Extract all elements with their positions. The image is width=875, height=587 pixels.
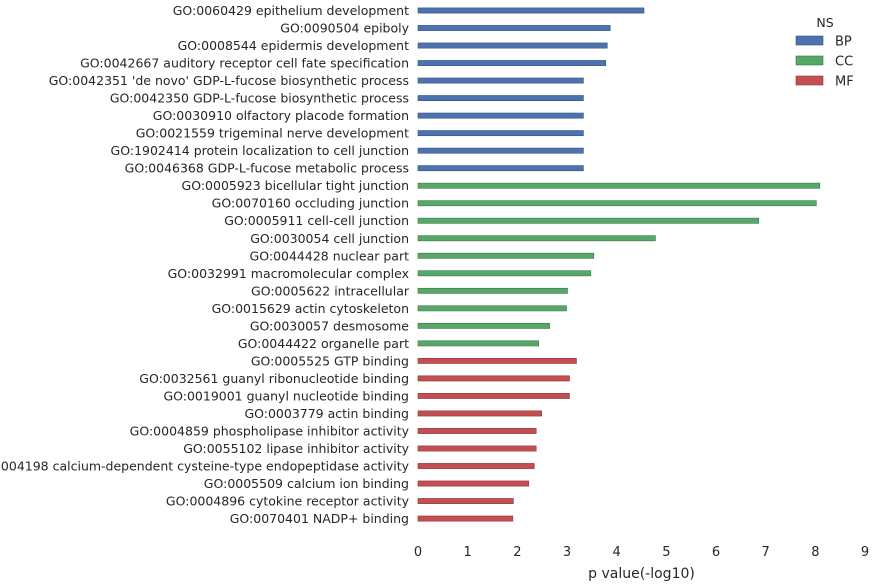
x-tick-label: 9 — [861, 545, 869, 560]
bar-mf — [417, 515, 514, 522]
legend-label-cc: CC — [835, 55, 853, 70]
bar-mf — [417, 410, 542, 417]
term-label: GO:0030054 cell junction — [250, 231, 409, 246]
x-tick-label: 4 — [613, 545, 621, 560]
term-label: GO:0044428 nuclear part — [250, 248, 410, 263]
bar-mf — [417, 463, 535, 469]
legend: NS BP CC MF — [795, 15, 854, 90]
bar-cc — [417, 305, 567, 312]
term-label: GO:0060429 epithelium development — [173, 3, 409, 18]
bar-bp — [417, 165, 584, 172]
bar-mf — [417, 393, 570, 399]
bar-mf — [417, 480, 530, 487]
bar-bp — [417, 147, 584, 154]
term-label: GO:0019001 guanyl nucleotide binding — [163, 388, 409, 403]
bar-mf — [417, 498, 514, 504]
term-label: GO:0005911 cell-cell junction — [224, 213, 409, 228]
legend-label-bp: BP — [835, 35, 852, 50]
legend-swatch-bp — [795, 35, 824, 46]
x-tick-label: 1 — [464, 545, 472, 560]
bar-cc — [417, 200, 817, 207]
x-axis-title: p value(-log10) — [588, 566, 695, 582]
x-tick-label: 6 — [712, 545, 720, 560]
x-tick-label: 7 — [762, 545, 770, 560]
bar-bp — [417, 7, 645, 14]
bars-layer — [417, 7, 821, 522]
x-tick-label: 3 — [563, 545, 571, 560]
legend-swatch-cc — [795, 55, 824, 66]
term-label: GO:1902414 protein localization to cell … — [111, 143, 409, 158]
term-label: GO:0005509 calcium ion binding — [204, 476, 409, 491]
term-label: GO:0042351 'de novo' GDP-L-fucose biosyn… — [49, 73, 409, 88]
bar-bp — [417, 60, 607, 66]
term-label: GO:0090504 epiboly — [280, 21, 409, 36]
bar-bp — [417, 130, 584, 137]
term-label: GO:0004198 calcium-dependent cysteine-ty… — [0, 459, 410, 474]
x-tick-label: 8 — [811, 545, 819, 560]
term-label: GO:0030910 olfactory placode formation — [153, 108, 409, 123]
bar-bp — [417, 112, 584, 119]
bar-cc — [417, 287, 568, 294]
bar-bp — [417, 25, 611, 31]
term-label: GO:0055102 lipase inhibitor activity — [183, 441, 409, 456]
bar-cc — [417, 235, 656, 242]
bar-cc — [417, 340, 539, 347]
bar-cc — [417, 322, 550, 329]
term-label: GO:0004896 cytokine receptor activity — [166, 494, 410, 509]
bar-mf — [417, 357, 577, 364]
term-label: GO:0004859 phospholipase inhibitor activ… — [130, 423, 410, 438]
term-label: GO:0046368 GDP-L-fucose metabolic proces… — [125, 161, 409, 176]
term-label: GO:0021559 trigeminal nerve development — [136, 126, 409, 141]
bar-bp — [417, 42, 608, 49]
term-label: GO:0003779 actin binding — [244, 406, 409, 421]
bar-bp — [417, 77, 584, 84]
bar-cc — [417, 270, 592, 277]
term-label: GO:0032991 macromolecular complex — [168, 266, 409, 281]
bar-bp — [417, 95, 584, 101]
x-tick-label: 2 — [513, 545, 521, 560]
term-label: GO:0005525 GTP binding — [251, 353, 409, 368]
legend-label-mf: MF — [835, 75, 854, 90]
term-labels: GO:0060429 epithelium development GO:0090… — [0, 3, 410, 526]
term-label: GO:0005622 intracellular — [251, 283, 410, 298]
term-label: GO:0044422 organelle part — [238, 336, 409, 351]
term-label: GO:0030057 desmosome — [250, 318, 409, 333]
term-label: GO:0032561 guanyl ribonucleotide binding — [139, 371, 409, 386]
bar-cc — [417, 182, 821, 189]
term-label: GO:0015629 actin cytoskeleton — [212, 301, 409, 316]
term-label: GO:0070401 NADP+ binding — [230, 511, 409, 526]
bar-mf — [417, 428, 537, 434]
x-tick-label: 0 — [414, 545, 422, 560]
bar-cc — [417, 252, 595, 259]
term-label: GO:0042350 GDP-L-fucose biosynthetic pro… — [110, 91, 409, 106]
x-tick-label: 5 — [662, 545, 670, 560]
x-axis-ticks: 0 1 2 3 4 5 6 7 8 9 — [414, 545, 869, 560]
bar-mf — [417, 445, 537, 452]
legend-swatch-mf — [795, 75, 824, 86]
bar-mf — [417, 375, 570, 382]
legend-title: NS — [816, 15, 833, 30]
term-label: GO:0008544 epidermis development — [178, 38, 409, 53]
term-label: GO:0070160 occluding junction — [212, 196, 409, 211]
term-label: GO:0005923 bicellular tight junction — [182, 178, 409, 193]
bar-cc — [417, 217, 760, 224]
term-label: GO:0042667 auditory receptor cell fate s… — [80, 56, 409, 71]
